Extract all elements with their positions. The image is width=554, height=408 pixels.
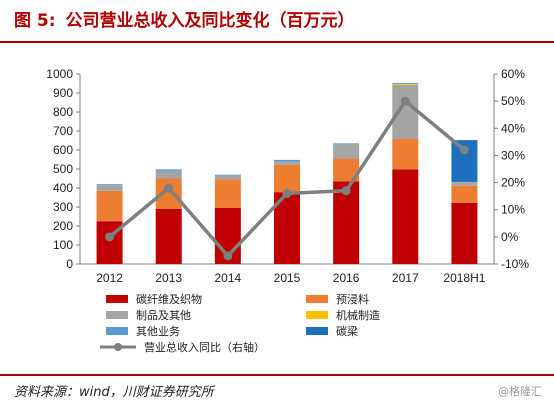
right-tick-label: 40% (501, 121, 525, 135)
bar-segment (155, 208, 182, 264)
left-tick-label: 900 (53, 86, 73, 100)
left-tick-label: 300 (53, 200, 73, 214)
x-tick-label: 2017 (392, 271, 419, 285)
right-tick-label: 60% (501, 67, 525, 81)
legend-swatch (106, 327, 128, 335)
x-tick-label: 2014 (215, 271, 242, 285)
x-tick-label: 2013 (155, 271, 182, 285)
left-tick-label: 0 (66, 257, 73, 271)
left-tick-label: 500 (53, 162, 73, 176)
bar-segment (96, 185, 123, 191)
x-tick-label: 2018H1 (443, 271, 485, 285)
legend-label: 预浸料 (336, 292, 369, 306)
bar-segment (333, 144, 360, 159)
bar-segment (274, 161, 300, 165)
bar-segment (392, 169, 419, 264)
yoy-point (223, 251, 233, 261)
x-tick-label: 2016 (333, 271, 360, 285)
right-tick-label: 0% (501, 230, 519, 244)
legend-swatch (106, 295, 128, 303)
legend-swatch (306, 295, 328, 303)
right-tick-label: 20% (501, 176, 525, 190)
bar-segment (96, 190, 123, 222)
bar-segment (392, 138, 419, 170)
figure-title: 图 5: 公司营业总收入及同比变化（百万元） (14, 6, 355, 36)
bar-segment (451, 185, 478, 203)
legend-label: 碳梁 (336, 324, 358, 338)
left-tick-label: 600 (53, 143, 73, 157)
x-tick-label: 2015 (274, 271, 301, 285)
watermark: @格隆汇 (498, 385, 542, 398)
legend-swatch (106, 311, 128, 319)
bar-segment (214, 179, 241, 208)
left-tick-label: 200 (53, 219, 73, 233)
left-tick-label: 400 (53, 181, 73, 195)
legend-label: 制品及其他 (136, 309, 191, 322)
figure-caption: 公司营业总收入及同比变化（百万元） (65, 11, 355, 31)
left-tick-label: 100 (53, 238, 73, 252)
yoy-point (459, 145, 469, 155)
left-tick-label: 700 (53, 124, 73, 138)
legend-label: 营业总收入同比（右轴） (144, 340, 265, 354)
source-rule (0, 374, 554, 376)
figure-label: 图 5: (14, 11, 56, 31)
yoy-point (341, 186, 351, 196)
bar-segment (155, 169, 182, 171)
bar-segment (392, 82, 419, 84)
bar-segment (214, 174, 241, 176)
legend-label: 碳纤维及织物 (136, 292, 202, 306)
bar-segment (155, 170, 182, 179)
bar-segment (274, 159, 300, 162)
legend-label: 其他业务 (136, 325, 180, 338)
source-note: 资料来源：wind，川财证券研究所 (14, 385, 214, 400)
right-tick-label: -10% (501, 257, 529, 271)
yoy-point (164, 183, 174, 193)
legend-swatch (306, 311, 328, 319)
bar-segment (214, 175, 241, 180)
yoy-point (282, 188, 292, 198)
legend-swatch (306, 327, 328, 335)
legend-label: 机械制造 (336, 308, 380, 322)
bar-segment (96, 184, 123, 186)
legend-line-marker (114, 343, 122, 351)
right-tick-label: 10% (501, 203, 525, 217)
yoy-point (400, 96, 410, 106)
revenue-chart: 0 100 200 300 400 500 600 700 800 900 1000 -10% 0% 10… (46, 67, 529, 354)
yoy-point (105, 232, 115, 242)
title-rule (0, 41, 554, 43)
bar-segment (333, 158, 360, 182)
bar-segment (274, 164, 300, 193)
bar-segment (451, 181, 478, 186)
bar-segment (451, 202, 478, 264)
x-tick-label: 2012 (96, 271, 123, 285)
right-tick-label: 30% (501, 148, 525, 162)
bar-segment (333, 143, 360, 145)
right-tick-label: 50% (501, 94, 525, 108)
left-tick-label: 1000 (46, 67, 73, 81)
left-tick-label: 800 (53, 105, 73, 119)
bar-segment (392, 83, 419, 85)
